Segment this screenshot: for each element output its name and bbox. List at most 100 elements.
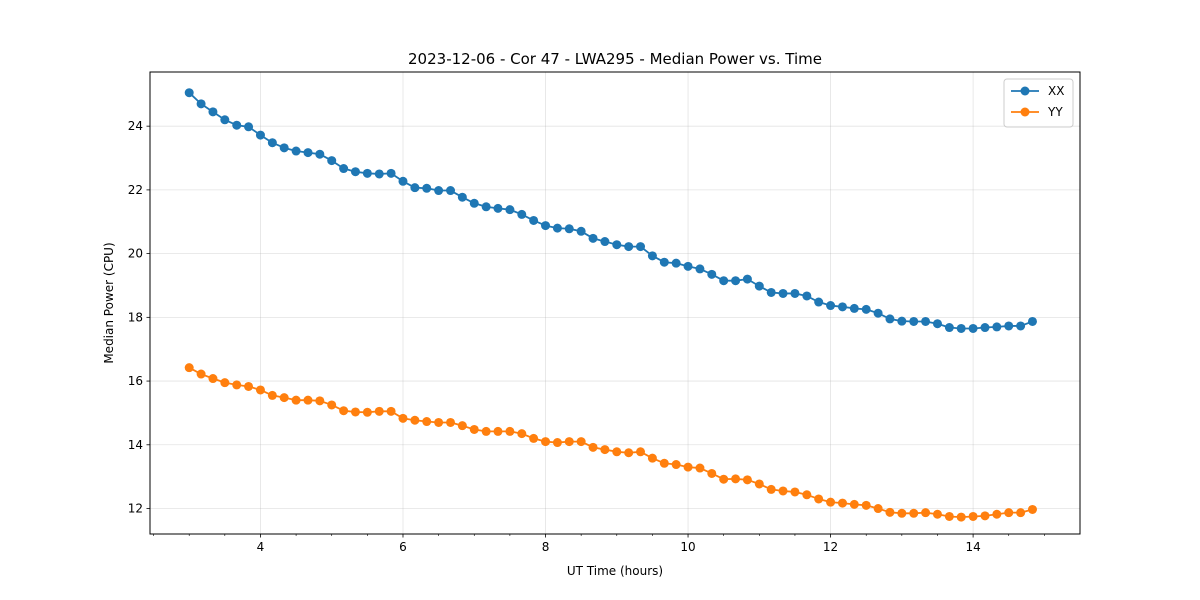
data-point-xx [790, 288, 800, 298]
data-point-xx [659, 257, 669, 267]
data-point-xx [398, 176, 408, 186]
data-point-yy [422, 417, 432, 427]
data-point-xx [802, 291, 812, 301]
data-point-xx [267, 138, 277, 148]
data-point-xx [861, 304, 871, 314]
data-point-xx [742, 274, 752, 284]
data-point-xx [1004, 321, 1014, 331]
data-point-xx [184, 88, 194, 98]
data-point-xx [837, 302, 847, 312]
data-point-xx [814, 297, 824, 307]
data-point-yy [232, 380, 242, 390]
data-point-xx [208, 107, 218, 117]
data-point-yy [1016, 508, 1026, 518]
data-point-yy [267, 390, 277, 400]
data-point-yy [671, 460, 681, 470]
data-point-yy [992, 509, 1002, 519]
y-tick-label: 14 [128, 438, 143, 452]
data-point-xx [481, 202, 491, 212]
data-point-yy [944, 511, 954, 521]
x-tick-label: 8 [542, 540, 550, 554]
y-tick-label: 20 [128, 247, 143, 261]
data-point-xx [422, 183, 432, 193]
y-tick-label: 22 [128, 183, 143, 197]
series-yy [184, 363, 1037, 522]
x-tick-label: 14 [965, 540, 980, 554]
data-point-yy [742, 475, 752, 485]
data-point-xx [719, 276, 729, 286]
data-point-yy [505, 426, 515, 436]
data-point-yy [849, 499, 859, 509]
x-tick-label: 4 [257, 540, 265, 554]
data-point-xx [956, 323, 966, 333]
data-point-xx [339, 164, 349, 174]
data-point-yy [184, 363, 194, 373]
data-point-yy [600, 445, 610, 455]
data-point-yy [386, 406, 396, 416]
data-point-yy [469, 424, 479, 434]
data-point-xx [980, 323, 990, 333]
data-point-xx [636, 242, 646, 252]
data-point-yy [873, 504, 883, 514]
data-point-yy [588, 442, 598, 452]
data-point-yy [446, 417, 456, 427]
plot-frame [149, 71, 1081, 535]
x-tick-label: 10 [680, 540, 695, 554]
data-point-xx [849, 303, 859, 313]
data-point-yy [647, 453, 657, 463]
y-tick-label: 16 [128, 374, 143, 388]
x-tick-label: 12 [823, 540, 838, 554]
data-point-xx [647, 251, 657, 261]
data-point-xx [315, 149, 325, 159]
data-point-yy [362, 407, 372, 417]
x-tick-label: 6 [399, 540, 407, 554]
data-point-yy [897, 508, 907, 518]
legend: XX YY [1003, 78, 1074, 128]
legend-marker-xx [1020, 86, 1030, 96]
data-point-xx [374, 169, 384, 179]
data-point-yy [457, 421, 467, 431]
data-point-yy [196, 369, 206, 379]
data-point-xx [932, 319, 942, 329]
data-point-yy [814, 494, 824, 504]
data-point-yy [434, 417, 444, 427]
data-point-xx [754, 281, 764, 291]
data-point-yy [529, 433, 539, 443]
data-point-yy [719, 474, 729, 484]
data-point-xx [921, 316, 931, 326]
data-point-xx [944, 323, 954, 333]
data-point-xx [327, 156, 337, 166]
data-point-yy [576, 437, 586, 447]
data-point-xx [1016, 321, 1026, 331]
data-point-xx [469, 198, 479, 208]
data-point-xx [220, 115, 230, 125]
data-point-yy [909, 508, 919, 518]
data-point-xx [541, 221, 551, 231]
data-point-xx [303, 148, 313, 158]
data-point-yy [707, 468, 717, 478]
series-layer [184, 88, 1037, 522]
data-point-yy [683, 462, 693, 472]
data-point-yy [731, 474, 741, 484]
data-point-xx [576, 226, 586, 236]
data-point-xx [992, 322, 1002, 332]
data-point-yy [481, 426, 491, 436]
data-point-xx [683, 261, 693, 271]
legend-marker-yy [1020, 107, 1030, 117]
data-point-xx [1027, 316, 1037, 326]
data-point-yy [564, 437, 574, 447]
data-point-xx [529, 215, 539, 225]
y-tick-label: 18 [128, 310, 143, 324]
data-point-yy [493, 426, 503, 436]
data-point-xx [826, 301, 836, 311]
data-point-xx [446, 186, 456, 196]
data-point-yy [968, 511, 978, 521]
legend-label-yy: YY [1047, 105, 1063, 119]
data-point-xx [552, 223, 562, 233]
data-point-yy [1004, 508, 1014, 518]
data-point-yy [921, 508, 931, 518]
data-point-yy [327, 400, 337, 410]
y-tick-label: 12 [128, 502, 143, 516]
data-point-xx [968, 323, 978, 333]
data-point-xx [731, 276, 741, 286]
